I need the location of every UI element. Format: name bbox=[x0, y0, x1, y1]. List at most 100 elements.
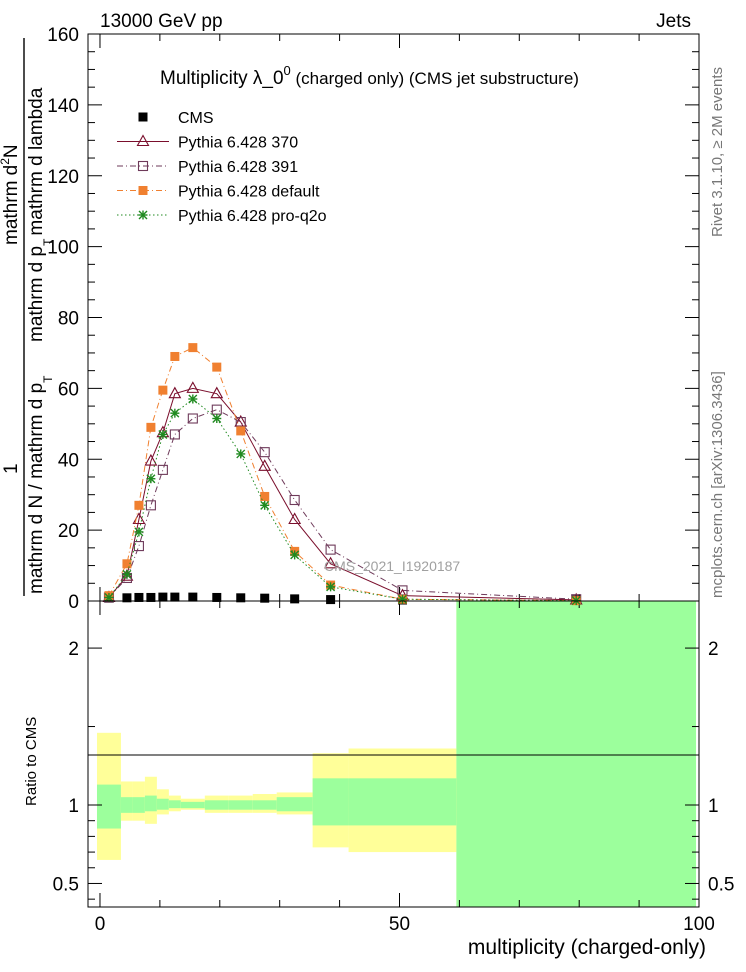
series-line bbox=[108, 347, 577, 602]
data-point bbox=[211, 404, 222, 415]
y-label-numer-d: mathrm d bbox=[1, 165, 22, 245]
legend-marker bbox=[138, 186, 148, 195]
ratio-y-tick-label-right: 0.5 bbox=[708, 874, 734, 895]
legend-marker bbox=[138, 210, 148, 220]
data-point bbox=[326, 582, 336, 592]
data-point bbox=[188, 592, 198, 602]
series-pythia-6-428-pro-q2o bbox=[104, 394, 581, 606]
legend-label: Pythia 6.428 391 bbox=[178, 159, 298, 176]
legend-label: Pythia 6.428 pro-q2o bbox=[178, 208, 327, 225]
ratio-band-inner bbox=[96, 784, 121, 829]
y-label-denom-right-sub: T bbox=[41, 238, 55, 246]
legend-label: Pythia 6.428 370 bbox=[178, 135, 298, 152]
data-point bbox=[158, 429, 168, 439]
data-point bbox=[290, 550, 300, 560]
y-label-denom-left: mathrm d N / mathrm d pT bbox=[26, 375, 55, 594]
data-point bbox=[260, 500, 270, 510]
data-point bbox=[157, 464, 168, 475]
y-label-denom-left-main: mathrm d N / mathrm d p bbox=[26, 383, 47, 594]
ratio-axis-ticks: 0 50 100 0.5 0.5 1 1 2 2 bbox=[53, 601, 734, 935]
data-point bbox=[186, 381, 200, 393]
data-point bbox=[122, 559, 132, 569]
y-tick-label: 160 bbox=[47, 25, 79, 46]
data-point bbox=[168, 386, 182, 399]
x-tick-label: 100 bbox=[683, 914, 715, 935]
ratio-error-bands bbox=[96, 601, 697, 907]
data-point bbox=[188, 394, 198, 404]
ratio-band-inner bbox=[132, 797, 145, 813]
ratio-y-label: Ratio to CMS bbox=[23, 717, 40, 806]
legend-entry: Pythia 6.428 370 bbox=[117, 134, 298, 152]
x-axis-label: multiplicity (charged-only) bbox=[468, 936, 706, 959]
ratio-band-inner bbox=[156, 798, 169, 810]
data-point bbox=[236, 449, 246, 459]
y-label-numer-N: N bbox=[1, 144, 22, 158]
data-point bbox=[145, 500, 156, 511]
ratio-band-inner bbox=[168, 800, 181, 809]
data-point bbox=[325, 544, 336, 555]
ratio-band-inner bbox=[348, 778, 457, 826]
ratio-band-inner bbox=[456, 601, 697, 907]
ratio-band-inner bbox=[252, 800, 277, 810]
ratio-y-tick-label: 2 bbox=[68, 639, 79, 660]
legend-label: CMS bbox=[178, 110, 214, 127]
y-label-denom-right: mathrm d pTmathrm d lambda bbox=[26, 87, 55, 342]
ratio-band-inner bbox=[204, 800, 229, 810]
data-point bbox=[212, 413, 222, 423]
ratio-y-tick-label: 1 bbox=[68, 796, 79, 817]
y-tick-label: 40 bbox=[58, 450, 79, 471]
y-label-denom-left-sub: T bbox=[41, 375, 55, 383]
y-label-numer-d2N: mathrm d2N bbox=[0, 144, 22, 245]
data-point bbox=[260, 593, 270, 603]
legend-entry: CMS bbox=[138, 110, 214, 127]
series-line bbox=[108, 409, 577, 600]
y-tick-label: 60 bbox=[58, 379, 79, 400]
data-point bbox=[188, 343, 198, 353]
data-point bbox=[169, 429, 180, 440]
ratio-band-inner bbox=[276, 797, 313, 812]
ratio-band-inner bbox=[180, 801, 205, 809]
legend-entry: Pythia 6.428 pro-q2o bbox=[117, 208, 327, 225]
chart-title-main: Multiplicity λ_0 bbox=[160, 68, 284, 89]
data-point bbox=[210, 386, 224, 399]
legend-marker bbox=[138, 112, 148, 122]
data-point bbox=[146, 422, 156, 432]
data-point bbox=[146, 474, 156, 484]
data-point bbox=[158, 385, 168, 395]
y-tick-label: 80 bbox=[58, 309, 79, 330]
data-point bbox=[170, 408, 180, 418]
data-point bbox=[144, 453, 158, 466]
chart-title: Multiplicity λ_00 (charged only) (CMS je… bbox=[160, 63, 579, 89]
y-tick-label: 100 bbox=[47, 238, 79, 259]
legend-marker bbox=[136, 134, 150, 147]
data-point bbox=[187, 413, 198, 424]
ratio-y-tick-label-right: 2 bbox=[708, 639, 719, 660]
ratio-y-tick-label: 0.5 bbox=[53, 874, 79, 895]
series-line bbox=[108, 398, 577, 602]
mcplots-label: mcplots.cern.ch [arXiv:1306.3436] bbox=[709, 371, 726, 598]
data-point bbox=[134, 592, 144, 602]
y-tick-label: 140 bbox=[47, 96, 79, 117]
data-point bbox=[122, 569, 132, 579]
data-point bbox=[397, 594, 407, 604]
y-tick-label: 20 bbox=[58, 521, 79, 542]
data-point bbox=[170, 592, 180, 602]
data-point bbox=[290, 594, 300, 604]
ratio-band-inner bbox=[312, 778, 349, 826]
data-point bbox=[289, 494, 300, 506]
data-point bbox=[236, 593, 246, 603]
data-point bbox=[324, 556, 338, 569]
data-point bbox=[158, 592, 168, 602]
data-point bbox=[288, 512, 302, 525]
data-point bbox=[134, 500, 144, 510]
y-tick-label: 0 bbox=[68, 592, 79, 613]
analysis-watermark: CMS_2021_I1920187 bbox=[324, 558, 460, 574]
legend-label: Pythia 6.428 default bbox=[178, 184, 320, 201]
y-label-numer-1: 1 bbox=[1, 463, 22, 474]
x-tick-label: 50 bbox=[389, 914, 410, 935]
y-label-numer-sup: 2 bbox=[0, 158, 12, 165]
data-point bbox=[122, 593, 132, 603]
data-point bbox=[260, 491, 270, 501]
legend-entry: Pythia 6.428 391 bbox=[117, 159, 298, 176]
data-point bbox=[134, 527, 144, 537]
